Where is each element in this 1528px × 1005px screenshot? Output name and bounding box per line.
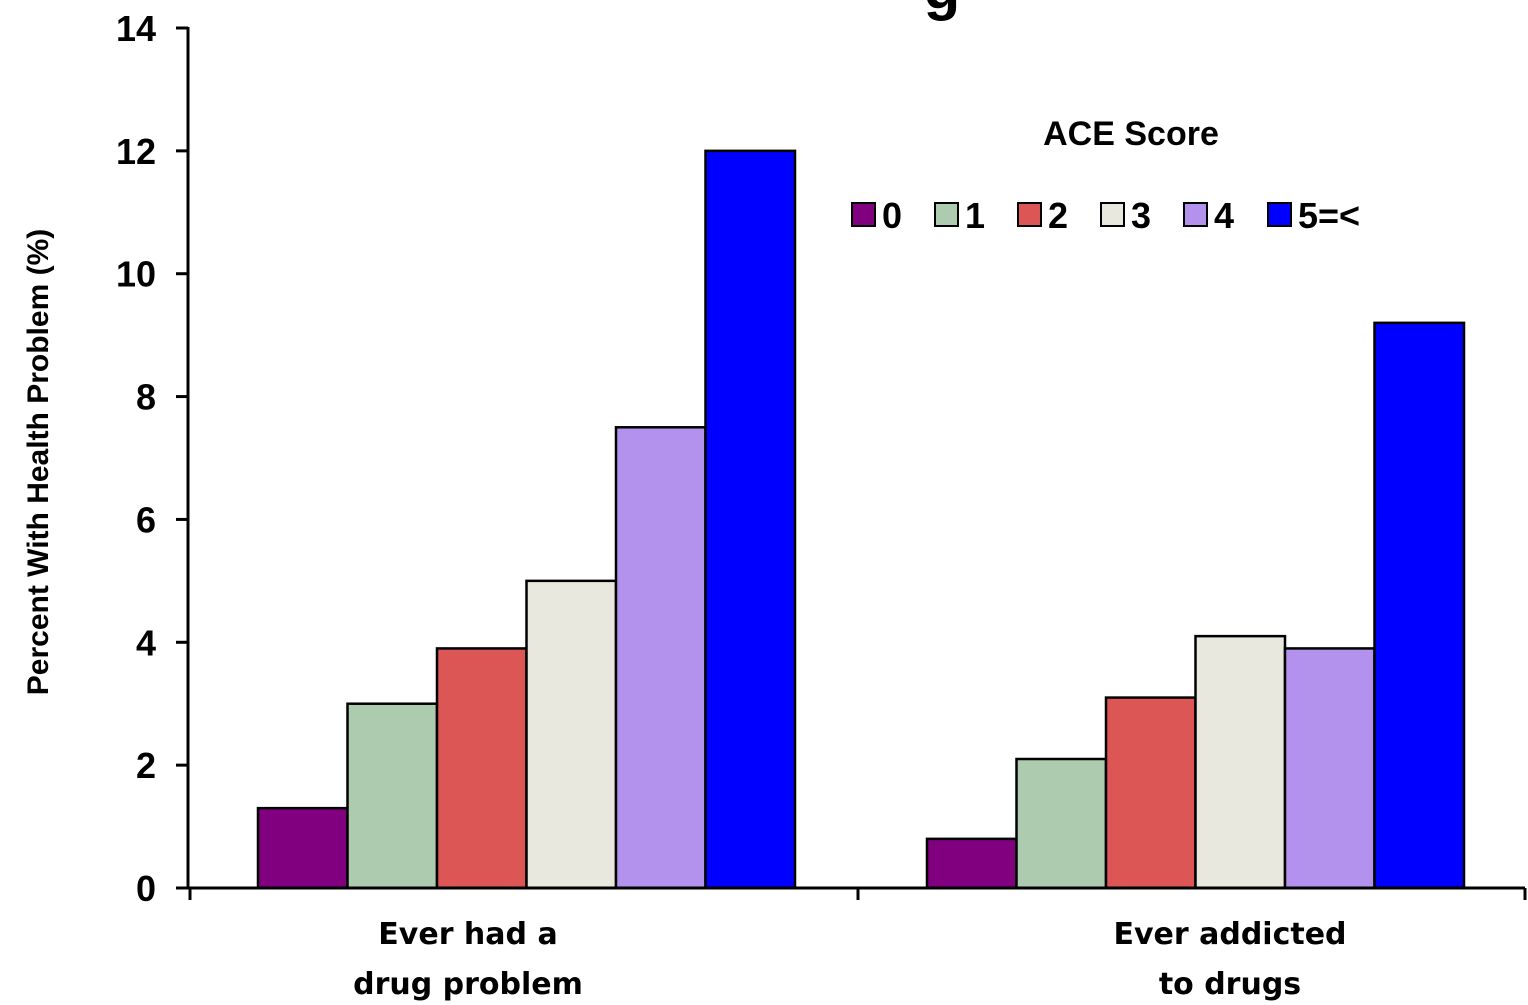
axes-layer <box>186 27 1527 900</box>
category-label-1-line-2: drug problem <box>353 967 583 1002</box>
bar-1-cat2 <box>1015 757 1108 890</box>
category-label-2-line-2: to drugs <box>1159 967 1301 1002</box>
legend-swatch-1 <box>934 202 959 227</box>
legend: ACE Score 0 1 2 3 4 5=< <box>851 115 1360 236</box>
bar-4-cat2 <box>1283 647 1376 890</box>
legend-label-0: 0 <box>882 195 902 236</box>
y-tick-label-0: 0 <box>136 868 156 909</box>
legend-label-2: 2 <box>1048 195 1068 236</box>
bar-4-cat1 <box>614 426 707 890</box>
legend-label-5=<: 5=< <box>1298 195 1360 236</box>
bar-5=<-cat2 <box>1373 321 1466 890</box>
legend-label-3: 3 <box>1131 195 1151 236</box>
legend-swatch-0 <box>851 202 876 227</box>
bar-5=<-cat1 <box>704 149 797 890</box>
legend-swatch-5=< <box>1267 202 1292 227</box>
category-label-1-line-1: Ever had a <box>378 917 557 952</box>
category-label-2-line-1: Ever addicted <box>1113 917 1346 952</box>
y-tick-label-14: 14 <box>116 8 156 49</box>
bar-0-cat2 <box>925 837 1018 890</box>
y-tick-label-6: 6 <box>136 499 156 540</box>
x-labels-layer: Ever had a drug problem Ever addicted to dr… <box>353 917 1346 1002</box>
y-tick-label-4: 4 <box>136 622 156 663</box>
legend-swatch-2 <box>1017 202 1042 227</box>
bar-2-cat1 <box>435 647 528 890</box>
y-tick-label-8: 8 <box>136 377 156 418</box>
legend-swatch-4 <box>1183 202 1208 227</box>
legend-swatch-3 <box>1100 202 1125 227</box>
legend-title: ACE Score <box>1043 115 1219 153</box>
y-axis-title-group: Percent With Health Problem (%) <box>22 229 55 695</box>
legend-items: 0 1 2 3 4 5=< <box>851 195 1360 236</box>
y-ticks-layer: 0 2 4 6 8 10 12 14 <box>116 8 188 909</box>
y-tick-label-12: 12 <box>116 131 156 172</box>
bar-3-cat2 <box>1194 634 1287 890</box>
bar-1-cat1 <box>346 702 439 890</box>
legend-label-4: 4 <box>1214 195 1234 236</box>
y-axis-title: Percent With Health Problem (%) <box>22 229 55 695</box>
bars-layer <box>256 149 1466 890</box>
bar-3-cat1 <box>525 579 618 890</box>
bar-2-cat2 <box>1104 696 1197 890</box>
legend-label-1: 1 <box>965 195 985 236</box>
bar-0-cat1 <box>256 806 349 890</box>
y-tick-label-2: 2 <box>136 745 156 786</box>
y-tick-label-10: 10 <box>116 254 156 295</box>
title-fragment: g <box>924 0 961 21</box>
